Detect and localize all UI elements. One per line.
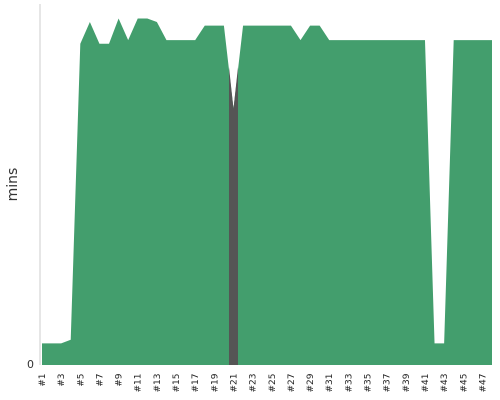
x-tick-label: #11 [134,374,144,393]
x-tick-label: #45 [459,374,469,393]
x-tick-label: #19 [210,373,220,392]
x-tick-label: #5 [76,374,86,387]
y-axis-ticks: 0 [27,358,34,371]
x-axis-ticks: #1 #3 #5 #7 #9 #11 #13 #15 #17 #19 #21 #23 #25 #27 #29… [38,373,488,392]
x-tick-label: #25 [268,374,278,393]
x-tick-label: #23 [249,374,259,393]
x-tick-label: #43 [440,374,450,393]
x-tick-label: #3 [57,374,67,387]
x-tick-label: #15 [172,374,182,393]
plot-area [42,18,492,366]
x-tick-label: #13 [153,374,163,393]
x-tick-label: #37 [383,374,393,393]
x-tick-label: #35 [364,374,374,393]
x-tick-label: #27 [287,374,297,393]
x-tick-label: #41 [421,374,431,393]
highlight-bar [228,67,238,366]
x-tick-label: #7 [95,374,105,387]
x-tick-label: #29 [306,373,316,392]
x-tick-label: #9 [115,373,125,387]
x-tick-label: #21 [229,374,239,393]
y-tick-label: 0 [27,358,34,371]
x-tick-label: #1 [38,374,48,387]
y-axis-label: mins [5,168,21,202]
series-area [42,18,492,365]
x-tick-label: #47 [478,374,488,393]
x-tick-label: #31 [325,374,335,393]
x-tick-label: #39 [402,373,412,392]
x-tick-label: #17 [191,374,201,393]
x-tick-label: #33 [344,374,354,393]
